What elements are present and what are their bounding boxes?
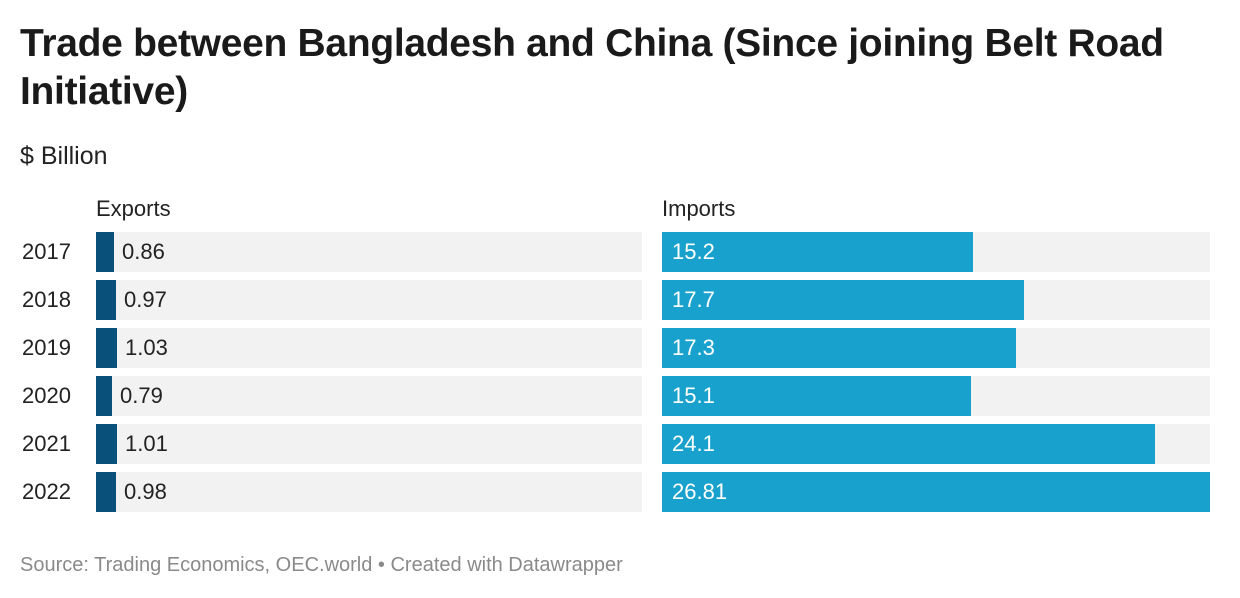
- imports-bar: [662, 328, 1016, 368]
- table-row: 2017 0.86 15.2: [0, 232, 1240, 272]
- exports-value-label: 0.98: [124, 479, 167, 504]
- imports-bar: [662, 280, 1024, 320]
- imports-value-label: 17.3: [672, 335, 715, 360]
- imports-bar-track: 15.1: [662, 376, 1210, 416]
- imports-column-header: Imports: [662, 196, 736, 221]
- exports-bar: [96, 232, 114, 272]
- exports-bar-track: 1.03: [96, 328, 642, 368]
- year-label: 2021: [22, 431, 71, 456]
- imports-bar-track: 17.3: [662, 328, 1210, 368]
- imports-bar: [662, 424, 1155, 464]
- year-label: 2017: [22, 239, 71, 264]
- imports-bar-track: 24.1: [662, 424, 1210, 464]
- split-bar-chart: Exports Imports 2017 0.86 15.2 2018 0.97 17.7…: [0, 190, 1240, 530]
- year-label: 2018: [22, 287, 71, 312]
- table-row: 2020 0.79 15.1: [0, 376, 1240, 416]
- exports-bar: [96, 328, 117, 368]
- chart-subtitle: $ Billion: [20, 142, 108, 170]
- exports-bar: [96, 472, 116, 512]
- exports-bar-track: 0.97: [96, 280, 642, 320]
- year-label: 2019: [22, 335, 71, 360]
- table-row: 2018 0.97 17.7: [0, 280, 1240, 320]
- exports-bar: [96, 376, 112, 416]
- imports-value-label: 17.7: [672, 287, 715, 312]
- exports-bar-track: 0.98: [96, 472, 642, 512]
- exports-value-label: 0.79: [120, 383, 163, 408]
- imports-value-label: 15.1: [672, 383, 715, 408]
- table-row: 2019 1.03 17.3: [0, 328, 1240, 368]
- year-label: 2022: [22, 479, 71, 504]
- imports-bar-track: 26.81: [662, 472, 1210, 512]
- imports-bar-track: 17.7: [662, 280, 1210, 320]
- exports-column-header: Exports: [96, 196, 171, 221]
- exports-value-label: 1.03: [125, 335, 168, 360]
- imports-bar: [662, 376, 971, 416]
- imports-value-label: 24.1: [672, 431, 715, 456]
- imports-bar-track: 15.2: [662, 232, 1210, 272]
- imports-bar: [662, 472, 1210, 512]
- imports-bar: [662, 232, 973, 272]
- exports-bar-track: 0.79: [96, 376, 642, 416]
- exports-value-label: 0.97: [124, 287, 167, 312]
- exports-bar: [96, 280, 116, 320]
- exports-bar-track: 1.01: [96, 424, 642, 464]
- exports-value-label: 1.01: [125, 431, 168, 456]
- imports-value-label: 15.2: [672, 239, 715, 264]
- table-row: 2022 0.98 26.81: [0, 472, 1240, 512]
- table-row: 2021 1.01 24.1: [0, 424, 1240, 464]
- exports-bar: [96, 424, 117, 464]
- source-note: Source: Trading Economics, OEC.world • C…: [20, 554, 623, 576]
- exports-value-label: 0.86: [122, 239, 165, 264]
- year-label: 2020: [22, 383, 71, 408]
- chart-title: Trade between Bangladesh and China (Sinc…: [20, 22, 1164, 113]
- imports-value-label: 26.81: [672, 479, 728, 504]
- exports-bar-track: 0.86: [96, 232, 642, 272]
